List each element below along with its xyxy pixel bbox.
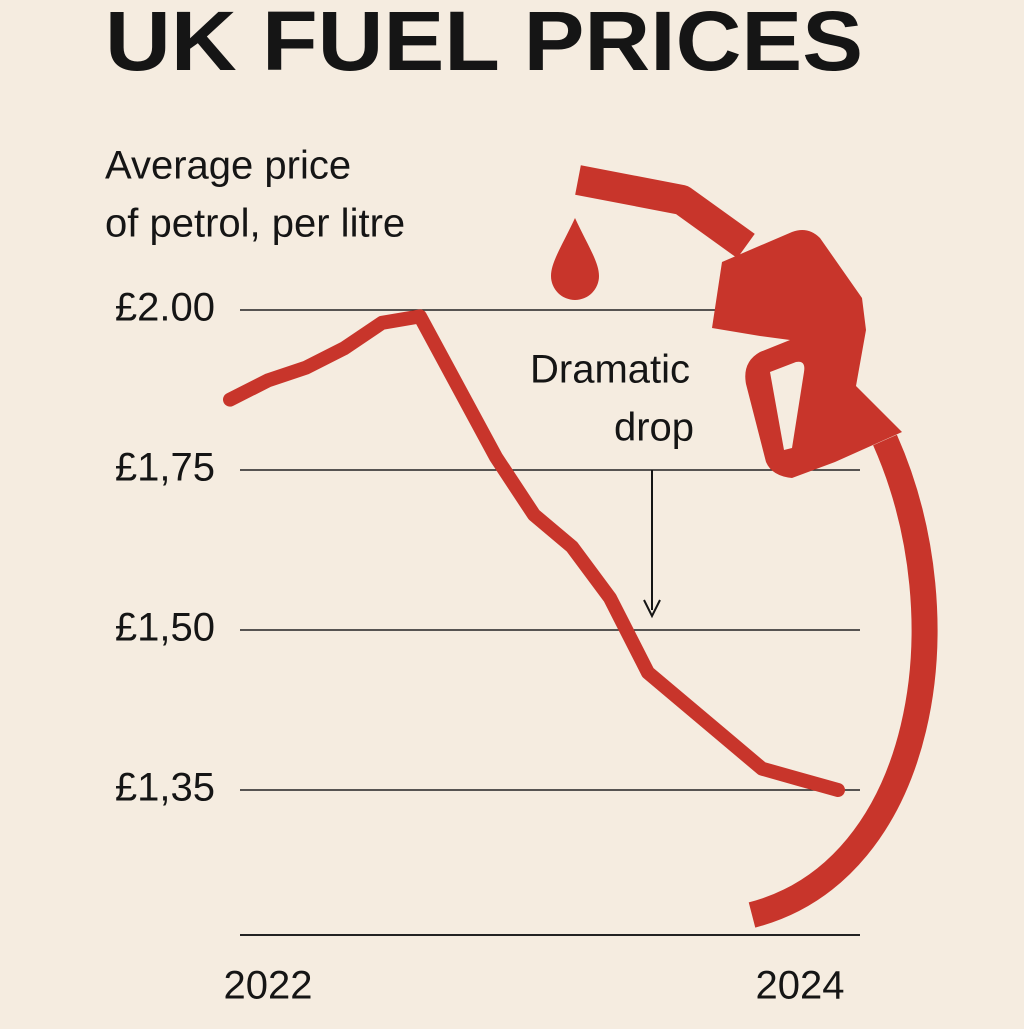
x-tick-label: 2024 bbox=[756, 964, 845, 1008]
annotation: Dramatic bbox=[530, 348, 690, 392]
plot bbox=[223, 309, 845, 797]
nozzle-spout bbox=[575, 165, 755, 259]
annotation-arrowhead bbox=[643, 599, 661, 619]
nozzle-handle bbox=[770, 361, 805, 450]
subtitle: Average price bbox=[105, 144, 351, 188]
grid: £2.00 £1,75 £1,50 £1,35 2022 2024 bbox=[115, 286, 860, 1008]
nozzle-body bbox=[712, 230, 902, 478]
annotation: drop bbox=[614, 406, 694, 450]
y-tick-label: £1,35 bbox=[115, 766, 215, 810]
y-tick-label: £2.00 bbox=[115, 286, 215, 330]
subtitle: of petrol, per litre bbox=[105, 202, 405, 246]
droplet bbox=[551, 218, 599, 300]
price-line bbox=[223, 309, 845, 797]
chart-title: UK FUEL PRICES bbox=[105, 0, 863, 88]
hose bbox=[748, 434, 938, 928]
y-tick-label: £1,50 bbox=[115, 606, 215, 650]
x-tick-label: 2022 bbox=[224, 964, 313, 1008]
y-tick-label: £1,75 bbox=[115, 446, 215, 490]
